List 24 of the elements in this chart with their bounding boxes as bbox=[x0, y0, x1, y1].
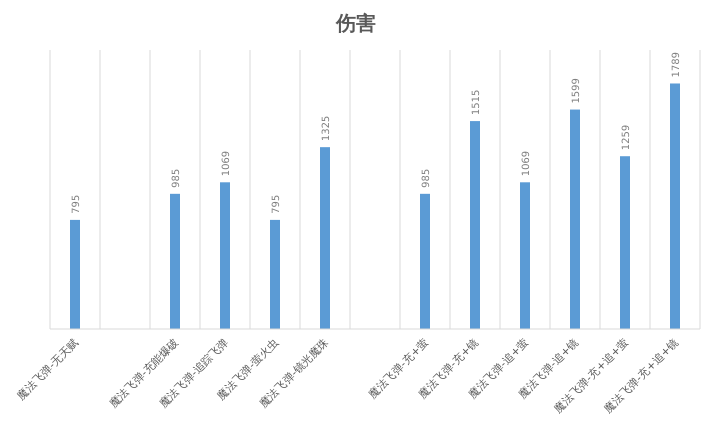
bar bbox=[170, 194, 180, 329]
bar bbox=[70, 220, 80, 329]
bar bbox=[420, 194, 430, 329]
bar bbox=[670, 83, 680, 329]
data-label: 1789 bbox=[671, 52, 682, 78]
bar bbox=[270, 220, 280, 329]
data-label: 1325 bbox=[321, 116, 332, 142]
data-label: 985 bbox=[421, 168, 432, 188]
bar bbox=[570, 110, 580, 329]
data-label: 985 bbox=[171, 168, 182, 188]
bar bbox=[520, 182, 530, 329]
data-label: 1599 bbox=[571, 78, 582, 104]
data-label: 795 bbox=[271, 194, 282, 214]
bar bbox=[320, 147, 330, 329]
bar bbox=[470, 121, 480, 329]
x-tick-label: 魔法飞弹-无天赋 bbox=[14, 336, 82, 402]
chart-title: 伤害 bbox=[335, 11, 376, 35]
data-label: 1515 bbox=[471, 90, 482, 116]
bar bbox=[620, 156, 630, 329]
data-label: 1069 bbox=[521, 150, 532, 176]
data-label: 1069 bbox=[221, 150, 232, 176]
data-label: 1259 bbox=[621, 124, 632, 150]
data-label: 795 bbox=[71, 194, 82, 214]
bar bbox=[220, 182, 230, 329]
